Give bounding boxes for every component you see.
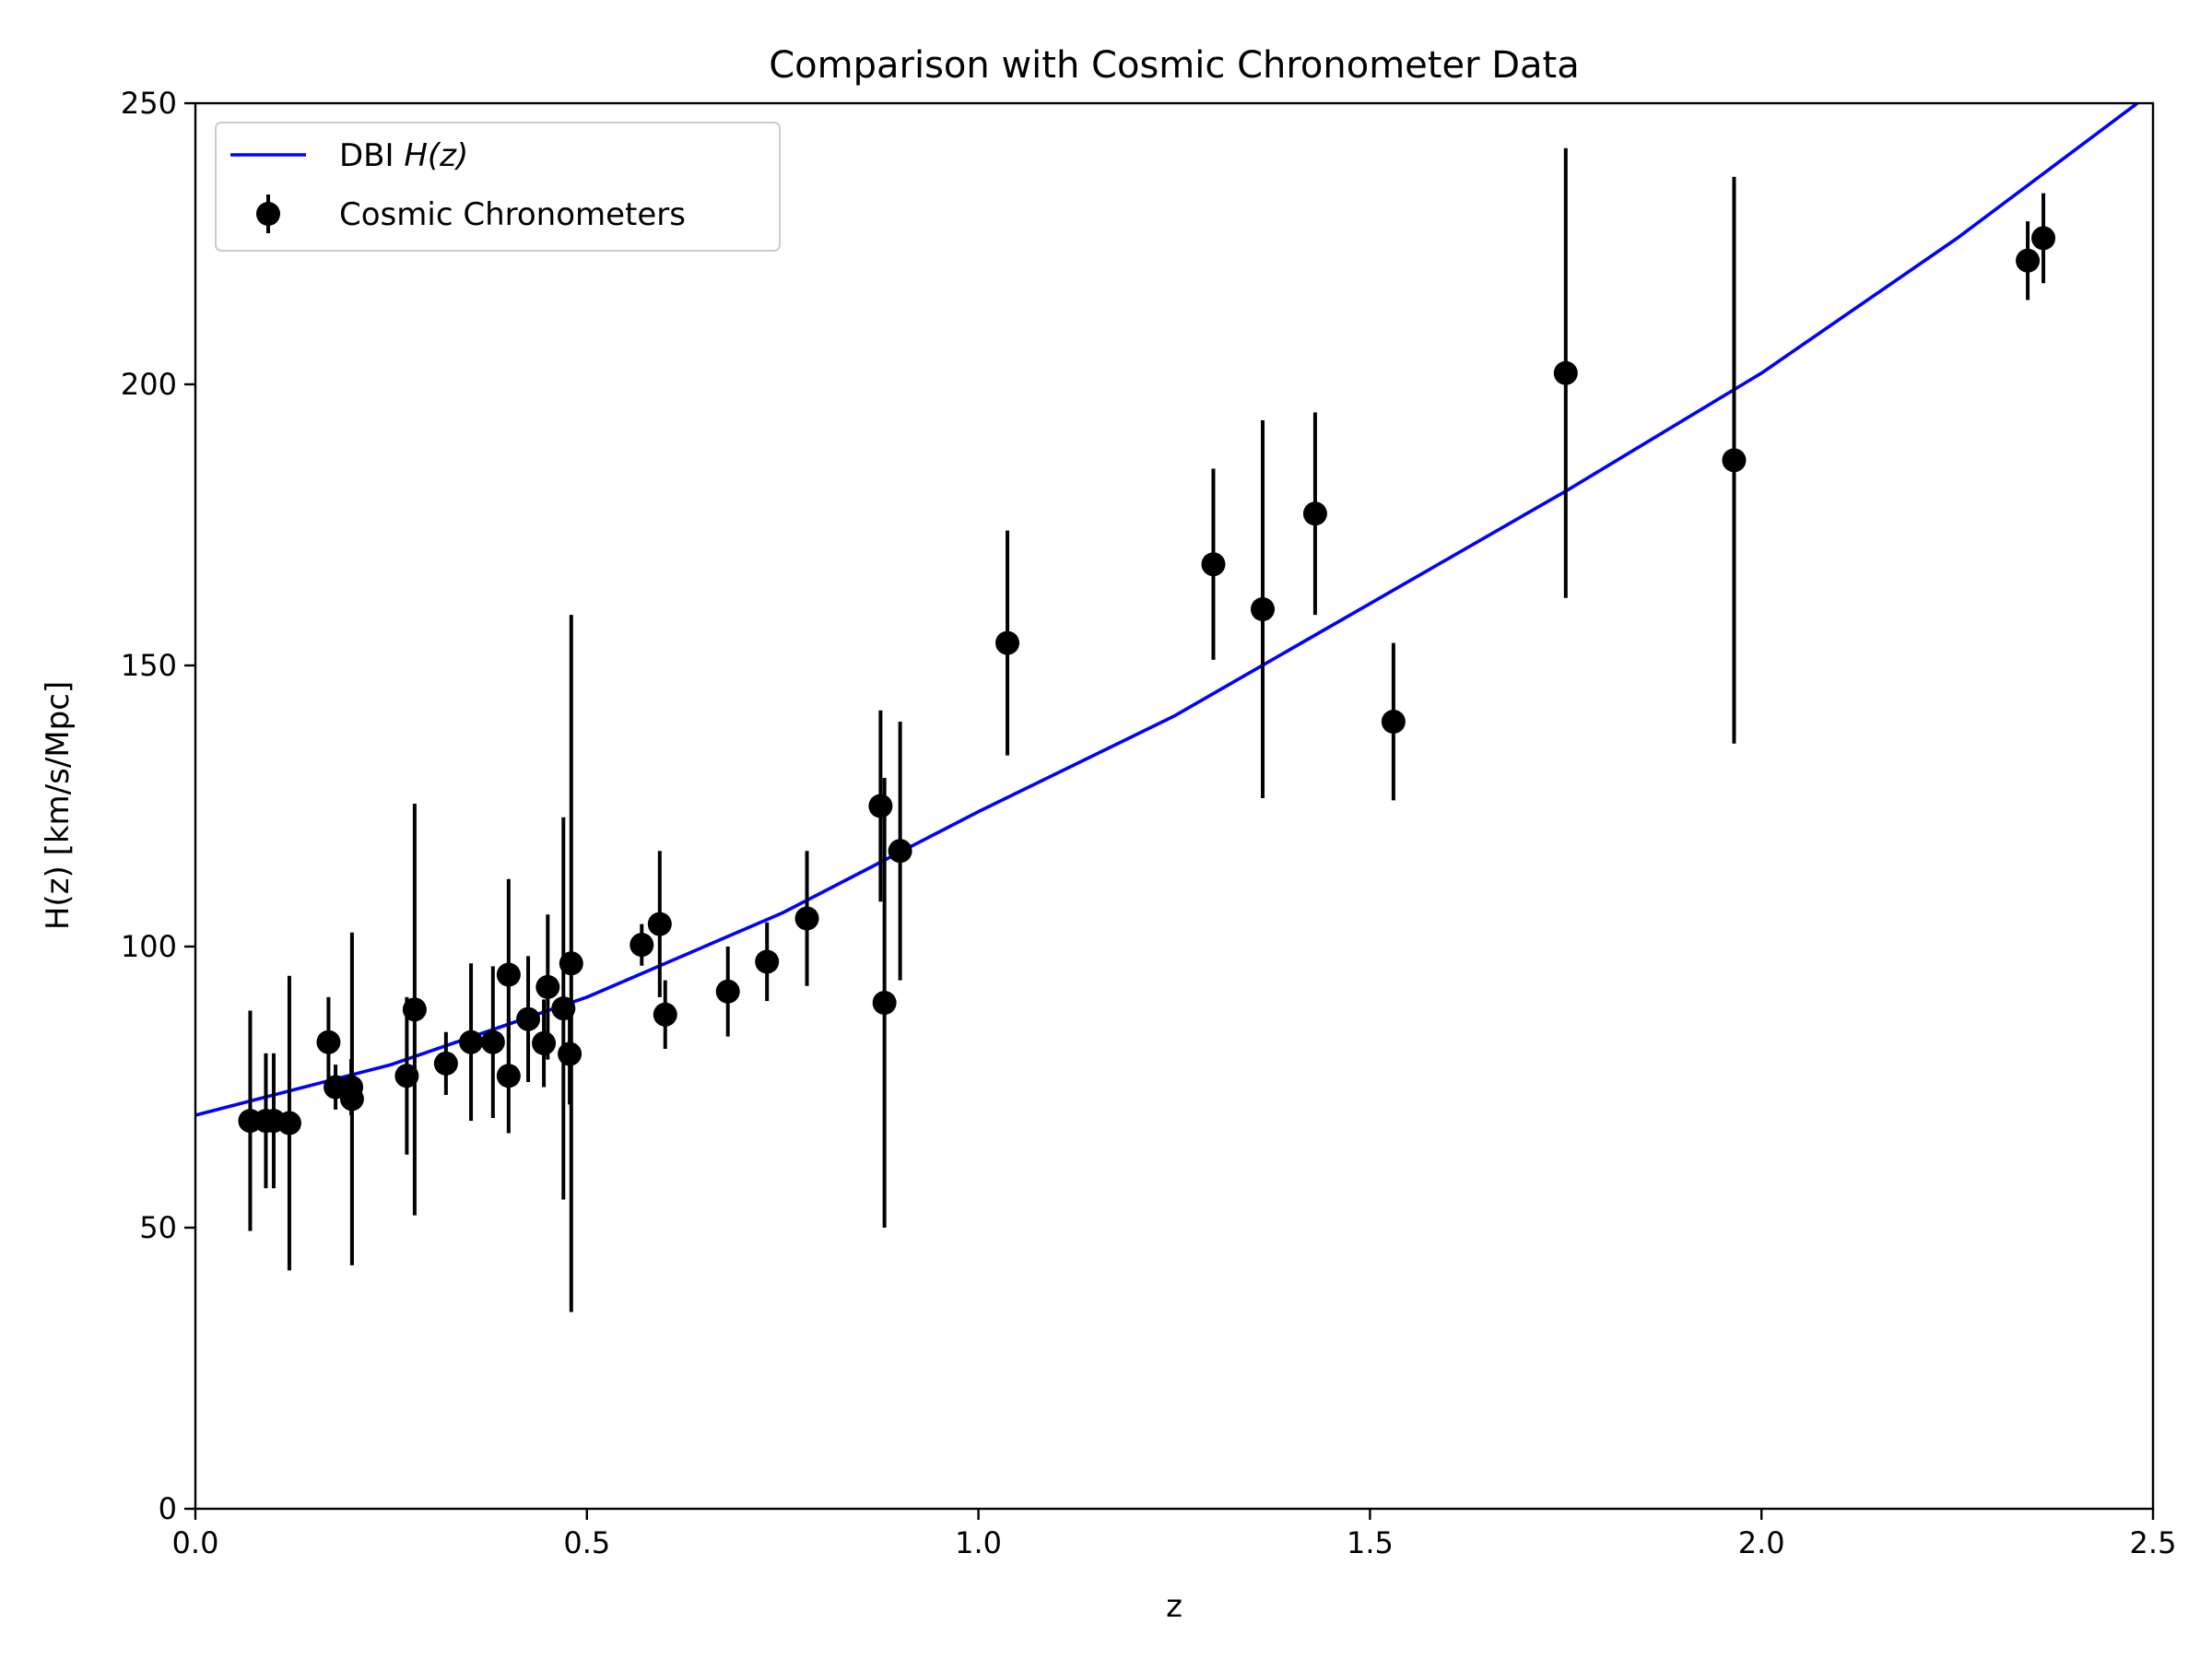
data-point [872,991,897,1015]
data-point [459,1030,484,1054]
x-axis-label: z [1166,1588,1182,1625]
data-point [794,906,819,931]
y-tick-label: 250 [121,86,177,121]
data-point [516,1006,541,1031]
data-point [559,951,583,976]
data-point [339,1087,364,1112]
data-point [316,1030,341,1054]
y-axis-label: H(z) [km/s/Mpc] [40,681,76,930]
data-point [480,1030,505,1054]
legend-model-label: DBI H(z) [339,137,468,174]
data-point [888,839,912,864]
data-point [647,912,672,936]
data-point [496,1064,521,1088]
data-point [755,949,780,974]
x-axis-ticks: 0.0 0.5 1.0 1.5 2.0 2.5 [172,1509,2177,1560]
data-point [2031,226,2056,251]
x-tick-label: 2.0 [1738,1525,1785,1560]
data-point [433,1051,458,1076]
data-point [535,974,560,999]
legend-data-swatch-marker [256,202,280,226]
legend-model-text: DBI [339,137,404,174]
data-point [995,630,1020,655]
legend-data-label: Cosmic Chronometers [339,196,686,233]
data-point [868,794,893,818]
plot-frame [194,101,2155,1511]
legend: DBI H(z) Cosmic Chronometers [215,122,781,252]
chart-title: Comparison with Cosmic Chronometer Data [769,44,1580,87]
data-point [1251,597,1276,621]
x-tick-label: 2.5 [2130,1525,2177,1560]
data-point [1722,448,1747,473]
x-tick-label: 1.5 [1347,1525,1394,1560]
y-tick-label: 50 [139,1210,177,1245]
data-point [402,997,427,1022]
x-tick-label: 1.0 [955,1525,1002,1560]
y-tick-label: 200 [121,367,177,402]
x-tick-label: 0.5 [563,1525,610,1560]
data-point [629,933,654,958]
y-tick-label: 100 [121,929,177,964]
data-point [276,1111,301,1135]
data-point [532,1030,557,1055]
data-point [715,979,740,1004]
data-point [2016,248,2041,273]
y-axis-ticks: 0 50 100 150 200 250 [121,86,195,1526]
y-tick-label: 0 [159,1491,177,1526]
x-tick-label: 0.0 [172,1525,219,1560]
y-tick-label: 150 [121,648,177,683]
data-point [1553,360,1578,385]
legend-model-math: H(z) [404,137,468,174]
data-point [653,1002,677,1027]
cosmic-chronometer-points [238,147,2056,1312]
data-point [1201,552,1226,577]
data-point [1381,710,1406,734]
data-point [496,962,521,987]
legend-box [215,122,781,252]
data-point [1302,501,1327,526]
